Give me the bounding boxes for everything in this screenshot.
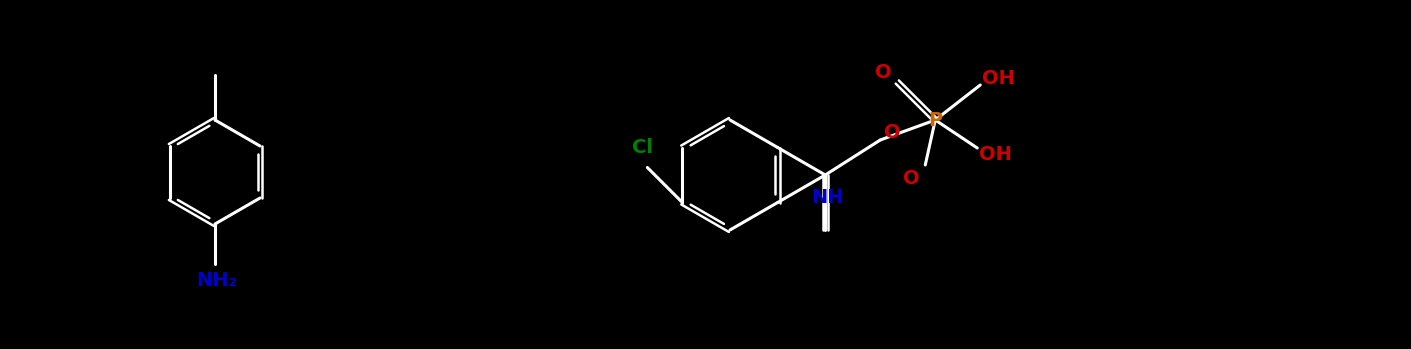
Text: Cl: Cl <box>632 138 653 157</box>
Text: OH: OH <box>982 69 1015 89</box>
Text: O: O <box>875 62 892 82</box>
Text: NH₂: NH₂ <box>196 270 237 290</box>
Text: P: P <box>928 111 943 129</box>
Text: O: O <box>903 170 920 188</box>
Text: OH: OH <box>979 144 1012 163</box>
Text: NH: NH <box>811 187 844 207</box>
Text: O: O <box>883 122 900 141</box>
